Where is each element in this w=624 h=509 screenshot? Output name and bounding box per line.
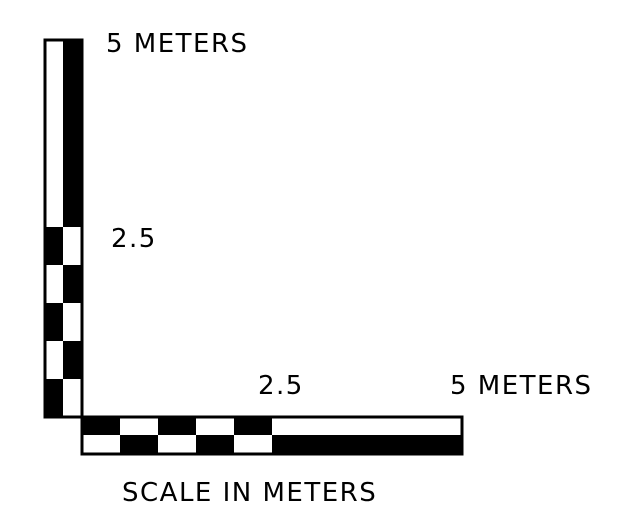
horizontal-check-2-bottom	[120, 435, 158, 454]
vertical-check-4-right	[63, 341, 82, 379]
vertical-end-label: 5 METERS	[106, 29, 249, 59]
horizontal-bar-outline	[80, 415, 464, 456]
vertical-check-5-left	[45, 379, 63, 417]
vertical-check-3-right	[63, 303, 82, 341]
vertical-bar-upper-left-white	[45, 40, 63, 227]
vertical-check-1-left	[45, 227, 63, 265]
horizontal-scale-bar	[80, 415, 464, 456]
vertical-check-4-left	[45, 341, 63, 379]
vertical-check-2-right	[63, 265, 82, 303]
horizontal-check-3-top	[158, 417, 196, 435]
horizontal-end-label: 5 METERS	[450, 371, 593, 401]
horizontal-check-5-top	[234, 417, 272, 435]
vertical-bar-outline	[43, 38, 84, 419]
horizontal-check-2-top	[120, 417, 158, 435]
vertical-check-5-right	[63, 379, 82, 417]
horizontal-check-4-top	[196, 417, 234, 435]
horizontal-check-1-top	[82, 417, 120, 435]
horizontal-check-1-bottom	[82, 435, 120, 454]
horizontal-check-5-bottom	[234, 435, 272, 454]
horizontal-bar-right-top-white	[272, 417, 462, 435]
vertical-check-2-left	[45, 265, 63, 303]
horizontal-check-4-bottom	[196, 435, 234, 454]
horizontal-check-3-bottom	[158, 435, 196, 454]
vertical-scale-bar	[43, 38, 84, 419]
vertical-check-3-left	[45, 303, 63, 341]
horizontal-mid-label: 2.5	[258, 371, 304, 401]
vertical-check-1-right	[63, 227, 82, 265]
vertical-mid-label: 2.5	[111, 224, 157, 254]
scale-caption: SCALE IN METERS	[122, 478, 378, 508]
horizontal-bar-right-bottom-black	[272, 435, 462, 454]
vertical-bar-upper-right-black	[63, 40, 82, 227]
